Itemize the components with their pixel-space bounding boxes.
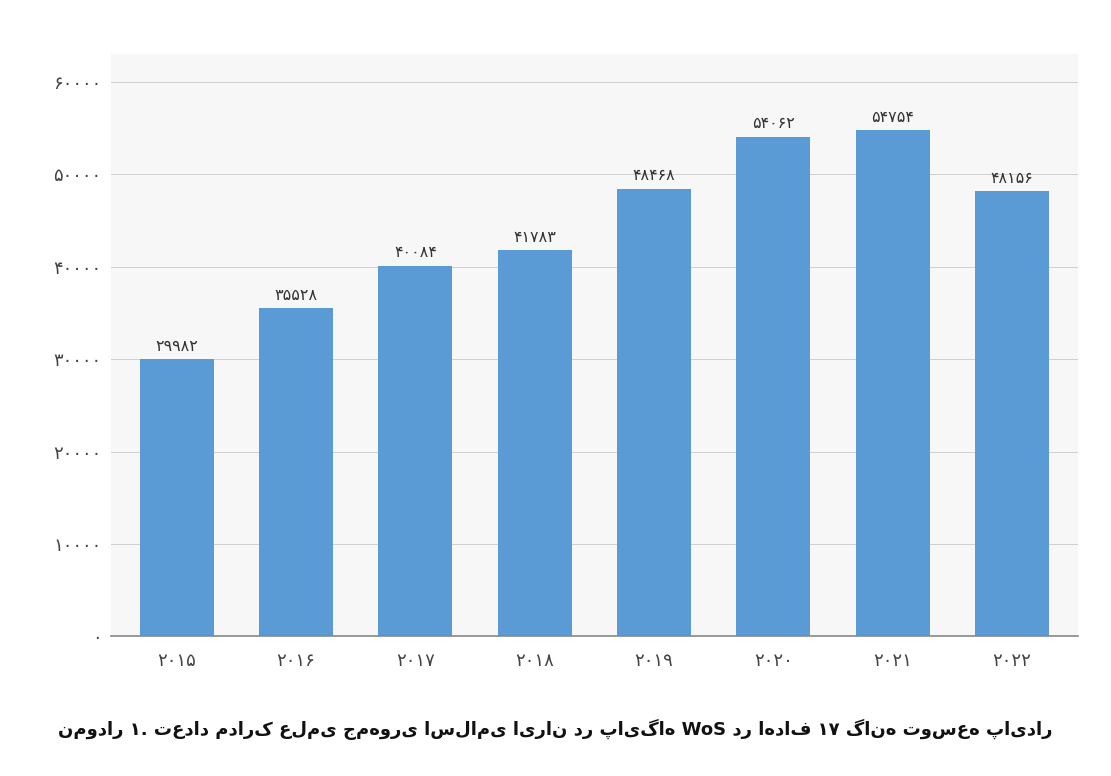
Bar [737,137,810,636]
Text: ۴۸۴۶۸: ۴۸۴۶۸ [632,168,675,183]
Text: ۳۵۵۲۸: ۳۵۵۲۸ [274,288,318,303]
Bar [140,359,213,636]
Text: نمودار ۱. تعداد مدارک علمی جمهوری اسلامی ایران در پایگاه WoS در اهداف ۱۷ گانه تو: نمودار ۱. تعداد مدارک علمی جمهوری اسلامی… [58,719,1053,740]
Bar [259,308,333,636]
Text: ۵۴۷۵۴: ۵۴۷۵۴ [871,110,914,125]
Bar [617,189,691,636]
Text: ۴۰۰۸۴: ۴۰۰۸۴ [394,245,437,261]
Text: ۴۸۱۵۶: ۴۸۱۵۶ [991,171,1033,186]
Text: ۴۱۷۸۳: ۴۱۷۸۳ [513,230,557,244]
Bar [855,130,930,636]
Bar [379,266,452,636]
Bar [498,251,572,636]
Bar [975,192,1049,636]
Text: ۵۴۰۶۲: ۵۴۰۶۲ [752,116,794,131]
Text: ۲۹۹۸۲: ۲۹۹۸۲ [156,339,198,354]
